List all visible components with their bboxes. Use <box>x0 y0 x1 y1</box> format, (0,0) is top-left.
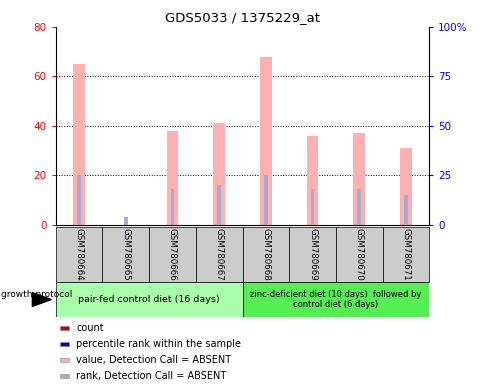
Bar <box>259 56 271 225</box>
Text: GSM780671: GSM780671 <box>401 228 409 281</box>
Bar <box>288 227 335 282</box>
Text: GSM780666: GSM780666 <box>167 228 177 281</box>
Polygon shape <box>32 293 51 306</box>
Bar <box>196 227 242 282</box>
Text: rank, Detection Call = ABSENT: rank, Detection Call = ABSENT <box>76 371 226 381</box>
Text: GSM780669: GSM780669 <box>307 228 317 281</box>
Bar <box>60 326 69 330</box>
Bar <box>242 282 428 317</box>
Bar <box>60 358 69 362</box>
Bar <box>124 217 127 225</box>
Text: percentile rank within the sample: percentile rank within the sample <box>76 339 241 349</box>
Bar <box>310 189 314 225</box>
Bar <box>382 227 428 282</box>
Bar <box>56 282 242 317</box>
Text: value, Detection Call = ABSENT: value, Detection Call = ABSENT <box>76 355 231 365</box>
Bar <box>353 133 364 225</box>
Bar <box>170 189 174 225</box>
Text: GSM780664: GSM780664 <box>75 228 83 281</box>
Bar <box>149 227 196 282</box>
Bar <box>60 374 69 377</box>
Bar <box>77 175 81 225</box>
Bar <box>357 189 360 225</box>
Bar <box>399 148 411 225</box>
Bar <box>60 342 69 346</box>
Bar <box>73 64 85 225</box>
Bar <box>263 175 267 225</box>
Bar <box>217 185 221 225</box>
Bar <box>306 136 318 225</box>
Text: GSM780668: GSM780668 <box>261 228 270 281</box>
Text: growth protocol: growth protocol <box>1 290 72 299</box>
Bar <box>213 123 225 225</box>
Bar <box>335 227 382 282</box>
Bar <box>166 131 178 225</box>
Text: GSM780670: GSM780670 <box>354 228 363 281</box>
Title: GDS5033 / 1375229_at: GDS5033 / 1375229_at <box>165 11 319 24</box>
Text: pair-fed control diet (16 days): pair-fed control diet (16 days) <box>78 295 220 304</box>
Bar <box>242 227 288 282</box>
Text: GSM780667: GSM780667 <box>214 228 223 281</box>
Bar <box>403 195 407 225</box>
Bar <box>102 227 149 282</box>
Text: count: count <box>76 323 104 333</box>
Text: GSM780665: GSM780665 <box>121 228 130 281</box>
Text: zinc-deficient diet (10 days)  followed by
control diet (6 days): zinc-deficient diet (10 days) followed b… <box>250 290 421 309</box>
Bar <box>56 227 102 282</box>
